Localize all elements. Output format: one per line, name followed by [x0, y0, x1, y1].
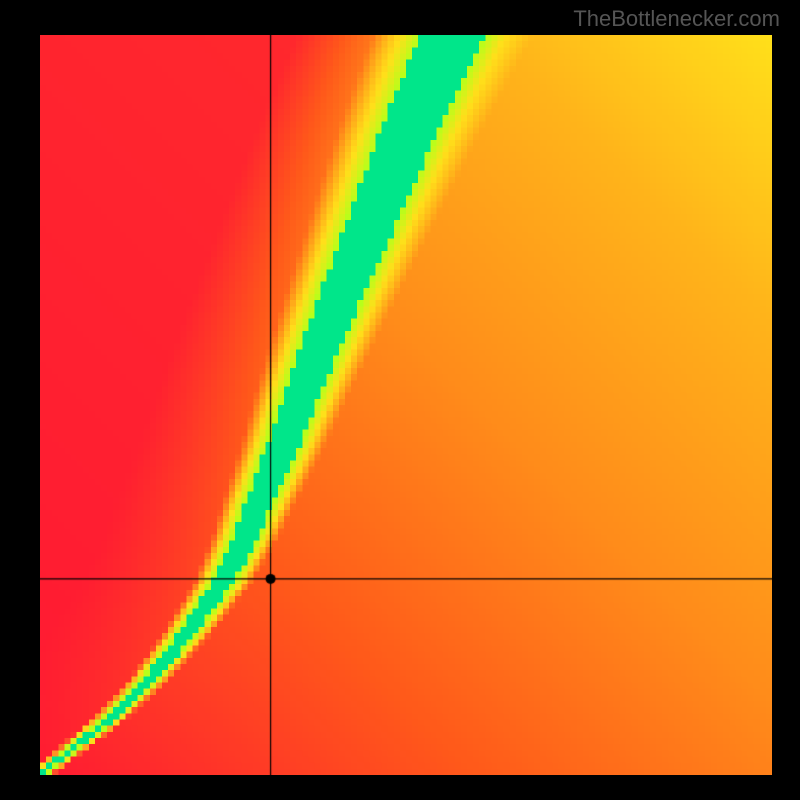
chart-container: TheBottlenecker.com — [0, 0, 800, 800]
crosshair-overlay — [40, 35, 772, 775]
watermark-text: TheBottlenecker.com — [573, 6, 780, 32]
